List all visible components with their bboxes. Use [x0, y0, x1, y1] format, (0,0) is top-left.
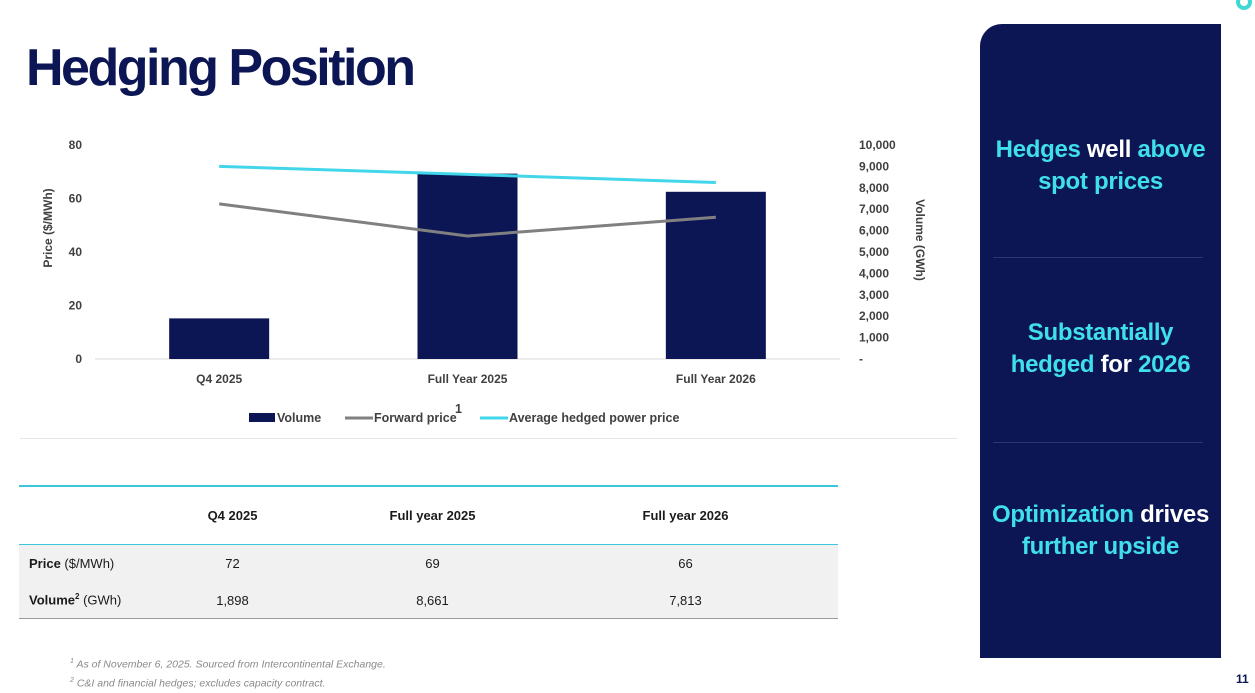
volume-bar: [169, 318, 270, 359]
category-label: Q4 2025: [196, 372, 242, 386]
page-number: 11: [1236, 672, 1249, 686]
table-cell: 8,661: [416, 592, 449, 608]
brand-logo-icon: [1236, 0, 1252, 10]
forward-price-line: [218, 202, 716, 238]
right-tick-label: 3,000: [859, 288, 889, 302]
table-cell: 69: [425, 556, 440, 571]
right-tick-label: 7,000: [859, 202, 889, 216]
average-hedged-power-price-line: [219, 164, 716, 184]
left-tick-label: 40: [69, 245, 83, 259]
right-axis-title: Volume (GWh): [913, 199, 927, 281]
footnote-1: 1 As of November 6, 2025. Sourced from I…: [70, 658, 386, 671]
right-tick-label: -: [859, 352, 863, 366]
left-axis-title: Price ($/MWh): [41, 188, 55, 267]
right-tick-label: 9,000: [859, 159, 889, 173]
row-label: Volume2 (GWh): [29, 592, 122, 608]
legend-swatch-volume: [249, 413, 275, 422]
table-cell: 1,898: [216, 592, 249, 608]
right-tick-label: 8,000: [859, 181, 889, 195]
left-tick-label: 60: [69, 192, 83, 206]
volume-bar: [665, 191, 766, 359]
message-optimization: Optimization drives further upside: [991, 501, 1209, 560]
right-tick-label: 6,000: [859, 224, 889, 238]
right-tick-label: 10,000: [859, 138, 896, 152]
volume-bar: [417, 173, 518, 359]
left-tick-label: 0: [75, 352, 82, 366]
header-cell: Full year 2026: [642, 508, 729, 523]
panel-divider: [993, 442, 1203, 443]
right-tick-label: 1,000: [859, 331, 889, 345]
legend-label: Average hedged power price: [509, 411, 679, 425]
category-label: Full Year 2025: [428, 372, 508, 386]
key-messages-panel: Hedges well above spot prices Substantia…: [980, 24, 1221, 658]
table-header-row: Q4 2025 Full year 2025 Full year 2026: [19, 487, 838, 545]
legend-label: Forward price: [374, 411, 457, 425]
page-title: Hedging Position: [26, 39, 416, 97]
header-cell: Q4 2025: [207, 508, 258, 523]
message-hedges: Hedges well above spot prices: [995, 136, 1206, 195]
panel-divider: [993, 257, 1203, 258]
footnotes: 1 As of November 6, 2025. Sourced from I…: [70, 654, 386, 691]
legend-footnote-mark: 1: [455, 402, 462, 416]
combo-chart: 0 20 40 60 80 - 1,000 2,000 3,000 4,000 5,000 6,000…: [41, 138, 927, 425]
table-cell: 66: [678, 556, 693, 571]
left-tick-label: 20: [69, 299, 83, 313]
chart-divider: [20, 438, 957, 439]
table-cell: 72: [225, 556, 240, 571]
right-tick-label: 5,000: [859, 245, 889, 259]
left-tick-label: 80: [69, 138, 83, 152]
table-row: Volume2 (GWh) 1,898 8,661 7,813: [19, 582, 838, 619]
table-top-rule: [19, 485, 838, 487]
row-label: Price ($/MWh): [29, 556, 115, 571]
hedge-table: Q4 2025 Full year 2025 Full year 2026 Pr…: [19, 485, 838, 619]
legend-label: Volume: [277, 411, 321, 425]
right-tick-label: 4,000: [859, 266, 889, 280]
table-cell: 7,813: [669, 592, 702, 608]
category-label: Full Year 2026: [676, 372, 756, 386]
header-cell: Full year 2025: [389, 508, 476, 523]
table-row: Price ($/MWh) 72 69 66: [19, 545, 838, 582]
message-hedged-2026: Substantially hedged for 2026: [1010, 319, 1191, 378]
right-tick-label: 2,000: [859, 309, 889, 323]
footnote-2: 2 C&I and financial hedges; excludes cap…: [70, 676, 326, 690]
